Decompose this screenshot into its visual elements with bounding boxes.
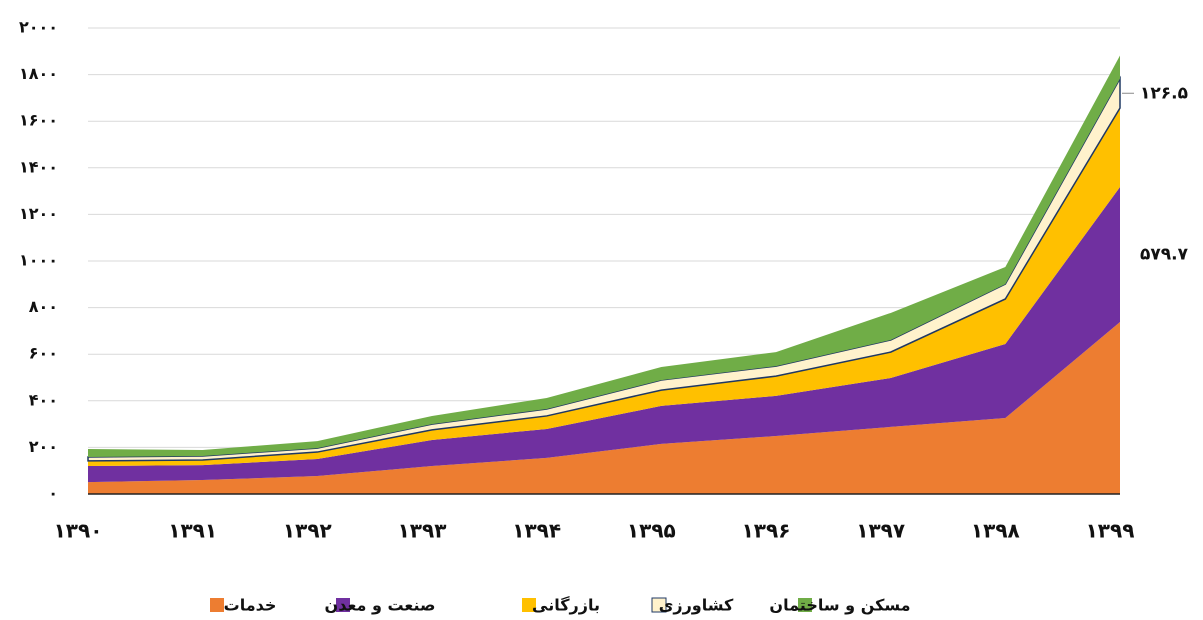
x-tick-label: ۱۳۹۵ [627,519,676,543]
x-tick-label: ۱۳۹۶ [742,519,791,543]
y-tick-label: ۱۴۰۰ [19,157,58,176]
legend-swatch [651,597,667,613]
x-tick-label: ۱۳۹۴ [512,519,561,543]
legend-swatch [210,598,224,612]
y-tick-label: ۸۰۰ [29,297,58,316]
x-tick-label: ۱۳۹۷ [856,519,905,543]
y-tick-label: ۲۰۰۰ [19,18,58,37]
x-tick-label: ۱۳۹۹ [1086,519,1135,543]
legend-label: بازرگانی [532,596,600,615]
area [88,322,1120,494]
x-tick-label: ۱۳۹۸ [971,519,1020,543]
y-tick-label: ۱۲۰۰ [19,204,58,223]
area [88,107,1120,467]
y-tick-label: ۴۰۰ [29,390,58,409]
y-tick-label: ۲۰۰ [29,437,58,456]
legend-label: کشاورزی [659,596,734,615]
x-tick-label: ۱۳۹۲ [283,519,332,543]
x-tick-label: ۱۳۹۳ [398,519,447,543]
y-tick-label: ۱۰۰۰ [19,251,58,270]
x-tick-label: ۱۳۹۰ [54,519,103,543]
area [88,186,1120,483]
legend-label: خدمات [224,596,277,615]
legend-swatch [336,598,350,612]
value-label: ۵۷۹.۷ [1140,245,1189,265]
y-tick-label: ۱۶۰۰ [19,111,58,130]
y-tick-label: ۰ [48,484,58,503]
x-tick-label: ۱۳۹۱ [168,519,217,543]
y-tick-label: ۶۰۰ [29,344,58,363]
value-label: ۱۲۶.۵ [1140,83,1188,103]
y-tick-label: ۱۸۰۰ [19,64,58,83]
legend-label: صنعت و معدن [325,596,436,615]
legend-swatch [522,598,536,612]
legend-swatch [798,598,812,612]
legend-label: مسکن و ساختمان [769,596,910,615]
